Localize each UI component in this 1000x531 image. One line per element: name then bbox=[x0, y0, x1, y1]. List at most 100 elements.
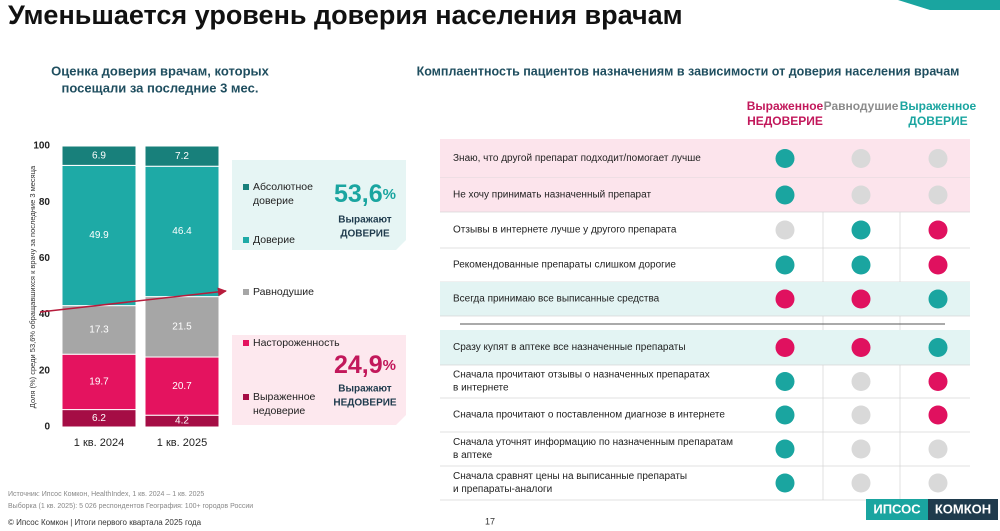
status-dot bbox=[851, 220, 871, 240]
status-dot bbox=[775, 405, 795, 425]
bar-segment bbox=[144, 145, 220, 167]
status-dot bbox=[775, 338, 795, 357]
row-label: Отзывы в интернете лучше у другого препа… bbox=[453, 225, 677, 236]
callout-number: 53,6 bbox=[334, 180, 383, 208]
value-label: 17.3 bbox=[89, 325, 109, 336]
column-header: НЕДОВЕРИЕ bbox=[747, 114, 823, 128]
status-dot bbox=[775, 439, 795, 459]
row-label: в аптеке bbox=[453, 450, 493, 461]
status-dot bbox=[775, 220, 795, 240]
row-background bbox=[440, 282, 970, 316]
corner-decor bbox=[898, 0, 1000, 10]
row-label: Сначала сравнят цены на выписанные препа… bbox=[453, 471, 687, 482]
bar-segment bbox=[61, 164, 137, 307]
value-label: 6.2 bbox=[92, 413, 106, 424]
legend-label: Настороженность bbox=[253, 337, 340, 349]
status-dot bbox=[851, 439, 871, 459]
copyright: © Ипсос Комкон | Итоги первого квартала … bbox=[8, 518, 202, 527]
y-tick-label: 20 bbox=[39, 365, 51, 376]
logo-text: ИПСОС bbox=[873, 501, 921, 516]
callout-text: Выражают bbox=[338, 215, 391, 226]
status-dot bbox=[851, 372, 871, 391]
bar-segment bbox=[61, 305, 137, 355]
row-background bbox=[440, 330, 970, 365]
column-header: Выраженное bbox=[900, 99, 977, 113]
y-axis-label: Доля (%) среди 53,6% обращавшихся к врач… bbox=[28, 165, 37, 408]
legend-label: Равнодушие bbox=[253, 286, 314, 298]
row-label: Не хочу принимать назначенный препарат bbox=[453, 190, 651, 201]
footer: Источник: Ипсос Комкон, HealthIndex, 1 к… bbox=[8, 491, 998, 527]
row-label: и препараты-аналоги bbox=[453, 484, 552, 495]
value-label: 7.2 bbox=[175, 151, 189, 162]
bar-segment bbox=[61, 145, 137, 166]
legend-swatch bbox=[243, 237, 249, 243]
column-header: ДОВЕРИЕ bbox=[908, 114, 967, 128]
row-background bbox=[440, 139, 970, 178]
status-dot bbox=[928, 149, 948, 168]
x-tick-label: 1 кв. 2025 bbox=[157, 437, 207, 449]
y-tick-label: 80 bbox=[39, 197, 51, 208]
callout-box bbox=[232, 160, 406, 250]
row-label: в интернете bbox=[453, 383, 509, 394]
trend-arrow bbox=[39, 287, 227, 313]
callout-value: 53,6% bbox=[334, 180, 396, 208]
slide-title: Уменьшается уровень доверия населения вр… bbox=[8, 0, 683, 30]
callout-text: ДОВЕРИЕ bbox=[340, 229, 390, 240]
column-header: Равнодушие bbox=[824, 99, 899, 113]
legend-label: недоверие bbox=[253, 405, 305, 417]
value-label: 4.2 bbox=[175, 416, 189, 427]
callout-text: НЕДОВЕРИЕ bbox=[333, 398, 397, 409]
bar-segment bbox=[144, 296, 220, 358]
status-dot bbox=[928, 220, 948, 240]
y-tick-label: 40 bbox=[39, 309, 51, 320]
status-dot bbox=[775, 149, 795, 168]
y-tick-label: 100 bbox=[33, 141, 50, 152]
callout-unit: % bbox=[383, 186, 396, 203]
logo-left-box bbox=[866, 499, 928, 520]
status-dot bbox=[851, 405, 871, 425]
logo-right-box bbox=[928, 499, 998, 520]
y-tick-label: 0 bbox=[44, 422, 50, 433]
column-header: Выраженное bbox=[747, 99, 824, 113]
status-dot bbox=[928, 185, 948, 205]
status-dot bbox=[775, 185, 795, 205]
logo-text: КОМКОН bbox=[935, 501, 991, 516]
legend-label: доверие bbox=[253, 195, 294, 207]
callout-box bbox=[232, 335, 406, 425]
row-label: Знаю, что другой препарат подходит/помог… bbox=[453, 153, 701, 164]
source-note: Источник: Ипсос Комкон, HealthIndex, 1 к… bbox=[8, 491, 204, 498]
value-label: 6.9 bbox=[92, 150, 106, 161]
legend-swatch bbox=[243, 394, 249, 400]
status-dot bbox=[928, 473, 948, 493]
chart-title: Оценка доверия врачам, которых bbox=[51, 63, 269, 78]
status-dot bbox=[928, 255, 948, 275]
trust-chart: Оценка доверия врачам, которых посещали з… bbox=[28, 63, 406, 449]
status-dot bbox=[775, 372, 795, 391]
callout-number: 24,9 bbox=[334, 351, 383, 379]
status-dot bbox=[775, 255, 795, 275]
status-dot bbox=[851, 149, 871, 168]
legend-swatch bbox=[243, 184, 249, 190]
status-dot bbox=[775, 289, 795, 309]
status-dot bbox=[851, 338, 871, 357]
value-label: 49.9 bbox=[89, 230, 109, 241]
callout-value: 24,9% bbox=[334, 351, 396, 379]
legend-swatch bbox=[243, 289, 249, 295]
legend-swatch bbox=[243, 340, 249, 346]
table-title: Комплаентность пациентов назначениям в з… bbox=[417, 64, 960, 78]
y-tick-label: 60 bbox=[39, 253, 51, 264]
value-label: 20.7 bbox=[172, 381, 192, 392]
legend-label: Абсолютное bbox=[253, 181, 313, 193]
legend-label: Выраженное bbox=[253, 391, 316, 403]
chart-title: посещали за последние 3 мес. bbox=[62, 80, 259, 95]
row-label: Сразу купят в аптеке все назначенные пре… bbox=[453, 342, 686, 353]
sample-note: Выборка (1 кв. 2025): 5 026 респондентов… bbox=[8, 502, 253, 510]
bar-segment bbox=[144, 356, 220, 416]
callout-unit: % bbox=[383, 357, 396, 374]
row-label: Рекомендованные препараты слишком дороги… bbox=[453, 260, 676, 271]
value-label: 19.7 bbox=[89, 377, 109, 388]
row-label: Всегда принимаю все выписанные средства bbox=[453, 294, 660, 305]
status-dot bbox=[928, 405, 948, 425]
